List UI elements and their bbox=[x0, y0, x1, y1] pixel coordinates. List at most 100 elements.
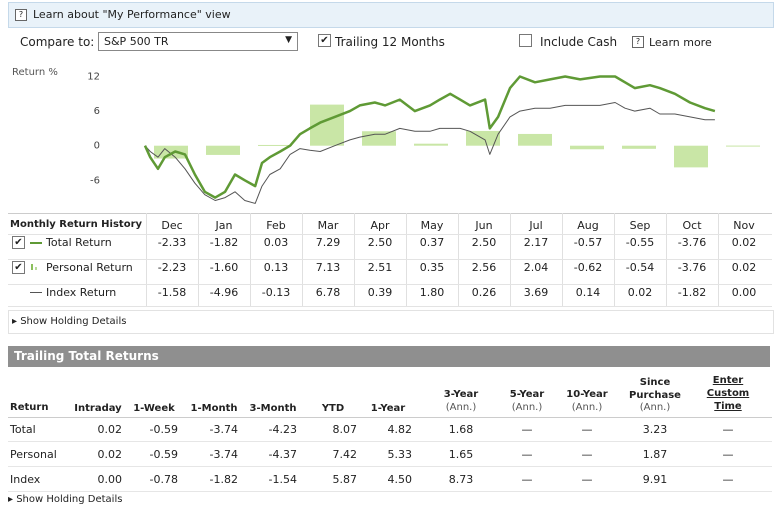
cell: — bbox=[722, 473, 734, 486]
cell: 7.29 bbox=[315, 236, 341, 249]
cell: -1.54 bbox=[268, 473, 297, 486]
cell: 7.42 bbox=[332, 448, 358, 461]
holding-toggle[interactable]: ▸ Show Holding Details bbox=[8, 310, 774, 334]
cell: 0.35 bbox=[419, 261, 445, 274]
cell: 1.87 bbox=[642, 448, 668, 461]
col-header[interactable]: Enter Custom Time bbox=[706, 375, 750, 412]
section-header: Trailing Total Returns bbox=[8, 346, 770, 367]
col-header: 1-Month bbox=[190, 403, 238, 414]
cell: -3.76 bbox=[677, 261, 707, 274]
series-line bbox=[144, 102, 715, 204]
cell: -0.13 bbox=[261, 286, 291, 299]
month-header: Aug bbox=[577, 219, 599, 232]
cell: 2.50 bbox=[471, 236, 497, 249]
cell: 1.68 bbox=[448, 423, 474, 436]
month-header: May bbox=[420, 219, 444, 232]
cell: -2.23 bbox=[157, 261, 187, 274]
monthly-bar bbox=[726, 145, 760, 147]
cell: -1.82 bbox=[209, 236, 239, 249]
y-axis-label: Return % bbox=[12, 67, 58, 78]
row-checkbox[interactable]: ✔ bbox=[12, 261, 25, 274]
cell: — bbox=[581, 473, 593, 486]
col-header: 5-Year bbox=[509, 389, 545, 400]
cell: 0.02 bbox=[97, 423, 123, 436]
cell: 0.26 bbox=[471, 286, 497, 299]
cell: 1.80 bbox=[419, 286, 445, 299]
dropdown-arrow: ▼ bbox=[285, 35, 292, 45]
cell: -1.82 bbox=[209, 473, 238, 486]
help-icon: ? bbox=[15, 9, 27, 21]
compare-label: Compare to: bbox=[20, 35, 95, 49]
row-rule bbox=[8, 259, 772, 260]
cell: 0.02 bbox=[731, 261, 757, 274]
col-header: 3-Month bbox=[249, 403, 297, 414]
cell: -2.33 bbox=[157, 236, 187, 249]
series-line bbox=[143, 75, 716, 199]
cell: — bbox=[521, 423, 533, 436]
legend-icon bbox=[30, 242, 42, 244]
help-link[interactable]: Learn about "My Performance" view bbox=[33, 8, 231, 21]
monthly-bar bbox=[258, 144, 292, 146]
cell: 5.87 bbox=[332, 473, 358, 486]
cell: 0.02 bbox=[627, 286, 653, 299]
cell: 5.33 bbox=[387, 448, 413, 461]
learn-icon: ? bbox=[632, 36, 644, 48]
learn-more-link[interactable]: Learn more bbox=[649, 36, 712, 49]
row-checkbox[interactable]: ✔ bbox=[12, 236, 25, 249]
col-sub: (Ann.) bbox=[639, 402, 671, 413]
y-tick-label: 6 bbox=[94, 106, 100, 117]
cell: -0.59 bbox=[149, 448, 178, 461]
compare-select[interactable]: S&P 500 TR ▼ bbox=[98, 32, 298, 51]
cell: -1.82 bbox=[677, 286, 707, 299]
cell: -4.96 bbox=[209, 286, 239, 299]
cell: 2.51 bbox=[367, 261, 393, 274]
cell: -0.55 bbox=[625, 236, 655, 249]
cell: 0.03 bbox=[263, 236, 289, 249]
row-label: Personal bbox=[10, 448, 57, 461]
cell: 7.13 bbox=[315, 261, 341, 274]
trailing-checkbox[interactable]: ✔ bbox=[318, 34, 331, 47]
cell: 6.78 bbox=[315, 286, 341, 299]
cell: -4.37 bbox=[268, 448, 297, 461]
cell: 8.73 bbox=[448, 473, 474, 486]
cell: -0.57 bbox=[573, 236, 603, 249]
cell: 3.69 bbox=[523, 286, 549, 299]
row-rule bbox=[8, 466, 772, 467]
cell: -1.60 bbox=[209, 261, 239, 274]
y-tick-label: 0 bbox=[94, 141, 100, 152]
col-sub: (Ann.) bbox=[571, 402, 603, 413]
y-tick-label: -6 bbox=[90, 175, 100, 186]
help-bar[interactable]: ? Learn about "My Performance" view bbox=[8, 2, 774, 28]
cell: 0.37 bbox=[419, 236, 445, 249]
monthly-bar bbox=[518, 133, 552, 146]
cell: 0.00 bbox=[731, 286, 757, 299]
month-header: Apr bbox=[370, 219, 390, 232]
month-header: Oct bbox=[682, 219, 702, 232]
cell: 0.13 bbox=[263, 261, 289, 274]
row-rule bbox=[8, 284, 772, 285]
cell: 4.50 bbox=[387, 473, 413, 486]
cell: 2.50 bbox=[367, 236, 393, 249]
monthly-bar bbox=[154, 145, 188, 159]
cell: 2.56 bbox=[471, 261, 497, 274]
row-label: Total bbox=[10, 423, 36, 436]
col-header: Return bbox=[10, 402, 49, 413]
section-title: Trailing Total Returns bbox=[14, 349, 159, 363]
cash-checkbox[interactable] bbox=[519, 34, 532, 47]
cell: 4.82 bbox=[387, 423, 413, 436]
monthly-bar bbox=[414, 143, 448, 146]
row-rule bbox=[8, 491, 772, 492]
month-header: Sep bbox=[629, 219, 651, 232]
bottom-toggle[interactable]: ▸ Show Holding Details bbox=[8, 494, 123, 505]
row-label: Personal Return bbox=[46, 261, 133, 274]
trailing-label: Trailing 12 Months bbox=[335, 35, 445, 49]
row-rule bbox=[8, 417, 772, 418]
legend-icon bbox=[35, 267, 37, 270]
cell: 0.02 bbox=[731, 236, 757, 249]
month-header: Feb bbox=[266, 219, 286, 232]
chart: Return % 12 6 0 -6 bbox=[12, 67, 760, 204]
col-header: 1-Year bbox=[370, 403, 406, 414]
cell: — bbox=[521, 448, 533, 461]
monthly-bar bbox=[570, 145, 604, 150]
